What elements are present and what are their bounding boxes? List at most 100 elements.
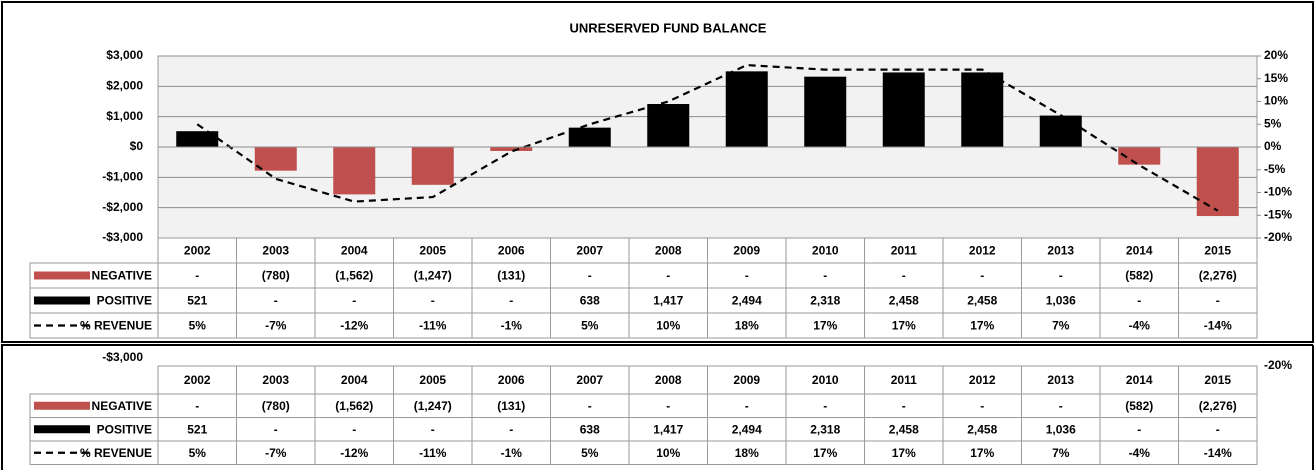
x-tick-label: 2003: [262, 244, 289, 258]
x-tick-label: 2011: [891, 373, 917, 387]
legend-label: NEGATIVE: [92, 399, 152, 413]
data-label: -: [745, 269, 749, 283]
legend-key: [34, 425, 90, 434]
bar: [490, 147, 533, 151]
data-label: 2,458: [889, 294, 919, 308]
data-label: 7%: [1052, 319, 1070, 333]
data-label: (1,247): [414, 269, 452, 283]
data-label: -: [588, 269, 592, 283]
data-label: -: [666, 269, 670, 283]
data-label: -: [195, 399, 199, 413]
x-tick-label: 2014: [1126, 244, 1153, 258]
data-label: (131): [497, 269, 525, 283]
bar: [961, 72, 1004, 147]
bar: [1118, 147, 1161, 165]
data-label: 2,318: [810, 422, 840, 436]
data-label: 5%: [581, 319, 599, 333]
x-tick-label: 2006: [498, 244, 525, 258]
bar: [1196, 147, 1239, 217]
bar: [411, 147, 454, 185]
data-label: -1%: [501, 446, 523, 460]
bar: [176, 131, 219, 147]
data-label: 17%: [813, 446, 837, 460]
legend-label: POSITIVE: [97, 294, 152, 308]
legend-key: [34, 296, 90, 305]
y-tick-label: -$1,000: [102, 170, 143, 184]
x-tick-label: 2009: [733, 373, 760, 387]
data-label: 1,036: [1046, 294, 1076, 308]
data-label: -: [509, 422, 513, 436]
data-label: -4%: [1129, 446, 1151, 460]
bar: [725, 71, 768, 147]
data-label: 1,036: [1046, 422, 1076, 436]
legend-key: [34, 401, 90, 410]
data-label: 1,417: [653, 294, 683, 308]
x-tick-label: 2008: [655, 373, 682, 387]
data-label: 5%: [189, 446, 207, 460]
data-label: -: [902, 269, 906, 283]
y-tick-label: -$3,000: [102, 350, 143, 364]
data-label: -: [980, 269, 984, 283]
x-tick-label: 2010: [812, 373, 839, 387]
data-label: (2,276): [1199, 269, 1237, 283]
x-tick-label: 2005: [419, 373, 446, 387]
data-label: -: [1216, 294, 1220, 308]
y-tick-label: -$3,000: [102, 230, 143, 244]
data-label: 2,458: [967, 294, 997, 308]
y2-tick-label: -15%: [1264, 207, 1292, 221]
data-label: 17%: [813, 319, 837, 333]
x-tick-label: 2015: [1204, 244, 1231, 258]
data-label: (2,276): [1199, 399, 1237, 413]
data-label: -: [352, 422, 356, 436]
data-label: -7%: [265, 446, 287, 460]
data-label: -14%: [1204, 319, 1232, 333]
y2-tick-label: 5%: [1264, 116, 1282, 130]
chart-title: UNRESERVED FUND BALANCE: [570, 20, 767, 35]
y-tick-label: $2,000: [106, 79, 143, 93]
data-label: 1,417: [653, 422, 683, 436]
bar: [1039, 115, 1082, 147]
data-label: -: [431, 294, 435, 308]
data-label: -12%: [340, 319, 368, 333]
data-label: 18%: [735, 446, 759, 460]
data-label: 521: [187, 422, 207, 436]
data-label: 17%: [892, 319, 916, 333]
data-label: -: [1059, 269, 1063, 283]
data-label: (1,247): [414, 399, 452, 413]
data-label: 7%: [1052, 446, 1070, 460]
bar: [882, 72, 925, 147]
data-label: -: [823, 399, 827, 413]
data-label: -14%: [1204, 446, 1232, 460]
data-label: (131): [497, 399, 525, 413]
data-label: 521: [187, 294, 207, 308]
x-tick-label: 2002: [184, 244, 211, 258]
data-label: -: [1137, 422, 1141, 436]
data-label: -: [666, 399, 670, 413]
data-label: 638: [580, 294, 600, 308]
y-tick-label: $0: [130, 139, 144, 153]
x-tick-label: 2013: [1047, 244, 1074, 258]
line: [196, 63, 1219, 212]
data-label: -: [431, 422, 435, 436]
data-label: -11%: [419, 446, 447, 460]
bar: [333, 147, 376, 195]
data-label: 17%: [970, 319, 994, 333]
bar: [647, 104, 690, 147]
legend-label: POSITIVE: [97, 422, 152, 436]
data-label: 5%: [581, 446, 599, 460]
x-tick-label: 2013: [1047, 373, 1074, 387]
y2-tick-label: -10%: [1264, 185, 1292, 199]
y2-tick-label: 0%: [1264, 139, 1282, 153]
data-label: -: [509, 294, 513, 308]
data-label: -: [980, 399, 984, 413]
y2-tick-label: -5%: [1264, 162, 1286, 176]
data-label: -: [745, 399, 749, 413]
data-label: 2,494: [732, 422, 762, 436]
y-tick-label: -$2,000: [102, 200, 143, 214]
y2-tick-label: -20%: [1264, 358, 1292, 372]
data-label: -: [195, 269, 199, 283]
x-tick-label: 2005: [419, 244, 446, 258]
bar: [804, 76, 847, 147]
data-label: -: [1216, 422, 1220, 436]
